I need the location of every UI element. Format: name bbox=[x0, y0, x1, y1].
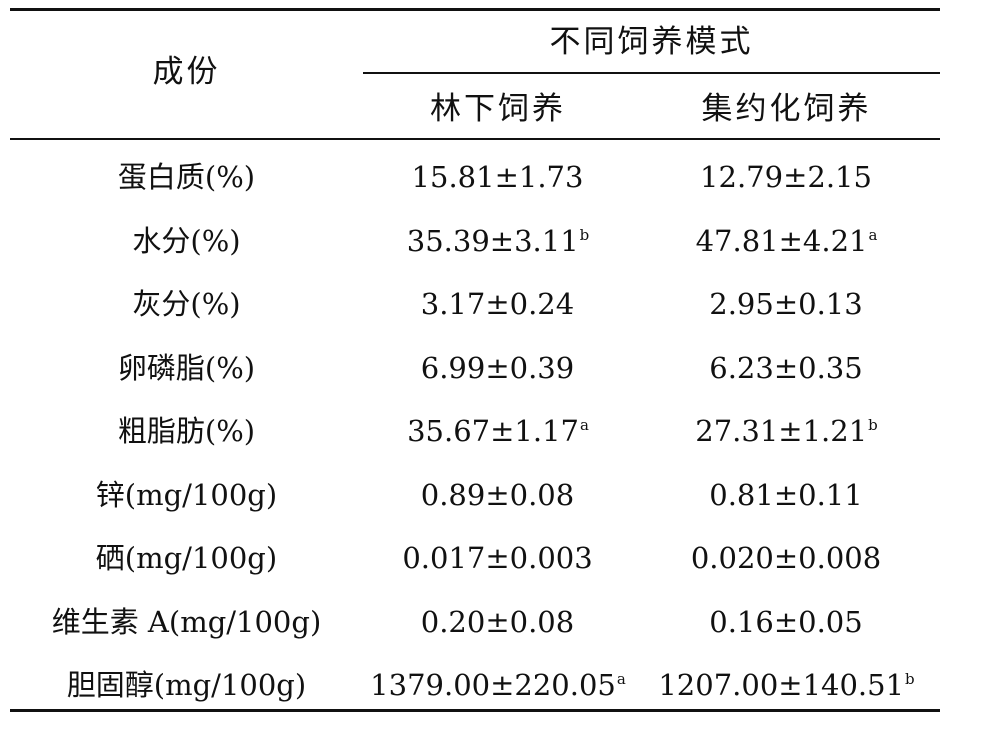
row-name: 水分(%) bbox=[10, 221, 363, 261]
row-name-text: 硒(mg/100g) bbox=[95, 541, 278, 575]
header-col1: 林下饲养 bbox=[430, 91, 566, 127]
value-forest-text: 6.99±0.39 bbox=[420, 350, 575, 385]
row-name-text: 卵磷脂(%) bbox=[117, 350, 256, 385]
value-intensive: 6.23±0.35 bbox=[633, 348, 940, 388]
value-intensive-text: 0.16±0.05 bbox=[709, 604, 863, 639]
value-intensive-text: 12.79±2.15 bbox=[700, 160, 872, 194]
row-name-text: 蛋白质(%) bbox=[117, 160, 256, 194]
significance-letter: b bbox=[905, 670, 915, 689]
value-intensive: 12.79±2.15 bbox=[633, 157, 940, 197]
top-rule bbox=[10, 8, 940, 11]
value-forest: 35.67±1.17a bbox=[363, 411, 633, 451]
significance-letter: a bbox=[616, 670, 626, 689]
value-forest-text: 15.81±1.73 bbox=[411, 160, 584, 194]
value-intensive-text: 2.95±0.13 bbox=[709, 287, 863, 321]
header-group: 不同饲养模式 bbox=[549, 24, 754, 60]
value-intensive: 47.81±4.21a bbox=[633, 221, 940, 261]
row-name: 灰分(%) bbox=[10, 284, 363, 324]
value-forest-text: 1379.00±220.05 bbox=[370, 668, 616, 702]
row-name-text: 水分(%) bbox=[132, 223, 241, 258]
value-forest-text: 0.20±0.08 bbox=[420, 604, 575, 639]
value-intensive: 1207.00±140.51b bbox=[633, 665, 940, 705]
significance-letter: b bbox=[868, 416, 878, 435]
row-name-text: 粗脂肪(%) bbox=[117, 414, 256, 448]
row-name: 粗脂肪(%) bbox=[10, 411, 363, 451]
row-name: 蛋白质(%) bbox=[10, 157, 363, 197]
value-forest: 0.89±0.08 bbox=[363, 475, 633, 515]
value-forest-text: 35.67±1.17 bbox=[407, 414, 579, 448]
value-intensive: 2.95±0.13 bbox=[633, 284, 940, 324]
bottom-rule bbox=[10, 709, 940, 712]
value-intensive: 0.020±0.008 bbox=[633, 538, 940, 578]
value-forest-text: 0.017±0.003 bbox=[402, 541, 593, 575]
significance-letter: a bbox=[579, 416, 589, 435]
group-underline bbox=[363, 72, 940, 74]
value-intensive: 0.16±0.05 bbox=[633, 602, 940, 642]
value-forest: 1379.00±220.05a bbox=[363, 665, 633, 705]
row-name: 锌(mg/100g) bbox=[10, 475, 363, 515]
value-intensive-text: 0.020±0.008 bbox=[690, 541, 882, 575]
significance-letter: b bbox=[579, 225, 590, 244]
row-name: 胆固醇(mg/100g) bbox=[10, 665, 363, 705]
value-intensive-text: 27.31±1.21 bbox=[695, 414, 868, 448]
value-intensive-text: 1207.00±140.51 bbox=[658, 668, 905, 702]
header-component: 成份 bbox=[152, 54, 221, 90]
value-intensive: 27.31±1.21b bbox=[633, 411, 940, 451]
row-name: 硒(mg/100g) bbox=[10, 538, 363, 578]
value-forest: 0.017±0.003 bbox=[363, 538, 633, 578]
significance-letter: a bbox=[868, 225, 878, 244]
row-name: 卵磷脂(%) bbox=[10, 348, 363, 388]
value-forest-text: 3.17±0.24 bbox=[420, 287, 575, 321]
value-forest-text: 0.89±0.08 bbox=[420, 477, 575, 512]
value-forest: 3.17±0.24 bbox=[363, 284, 633, 324]
value-intensive-text: 47.81±4.21 bbox=[695, 223, 868, 258]
value-intensive-text: 6.23±0.35 bbox=[709, 350, 863, 385]
value-forest: 6.99±0.39 bbox=[363, 348, 633, 388]
value-forest-text: 35.39±3.11 bbox=[406, 223, 579, 258]
header-rule bbox=[10, 138, 940, 140]
value-forest: 35.39±3.11b bbox=[363, 221, 633, 261]
value-intensive: 0.81±0.11 bbox=[633, 475, 940, 515]
row-name-text: 胆固醇(mg/100g) bbox=[66, 668, 307, 702]
row-name-text: 灰分(%) bbox=[132, 287, 241, 321]
value-forest: 0.20±0.08 bbox=[363, 602, 633, 642]
value-forest: 15.81±1.73 bbox=[363, 157, 633, 197]
header-col2: 集约化饲养 bbox=[701, 91, 872, 127]
row-name-text: 锌(mg/100g) bbox=[95, 477, 278, 512]
row-name-text: 维生素 A(mg/100g) bbox=[51, 604, 322, 639]
value-intensive-text: 0.81±0.11 bbox=[709, 477, 863, 512]
row-name: 维生素 A(mg/100g) bbox=[10, 602, 363, 642]
